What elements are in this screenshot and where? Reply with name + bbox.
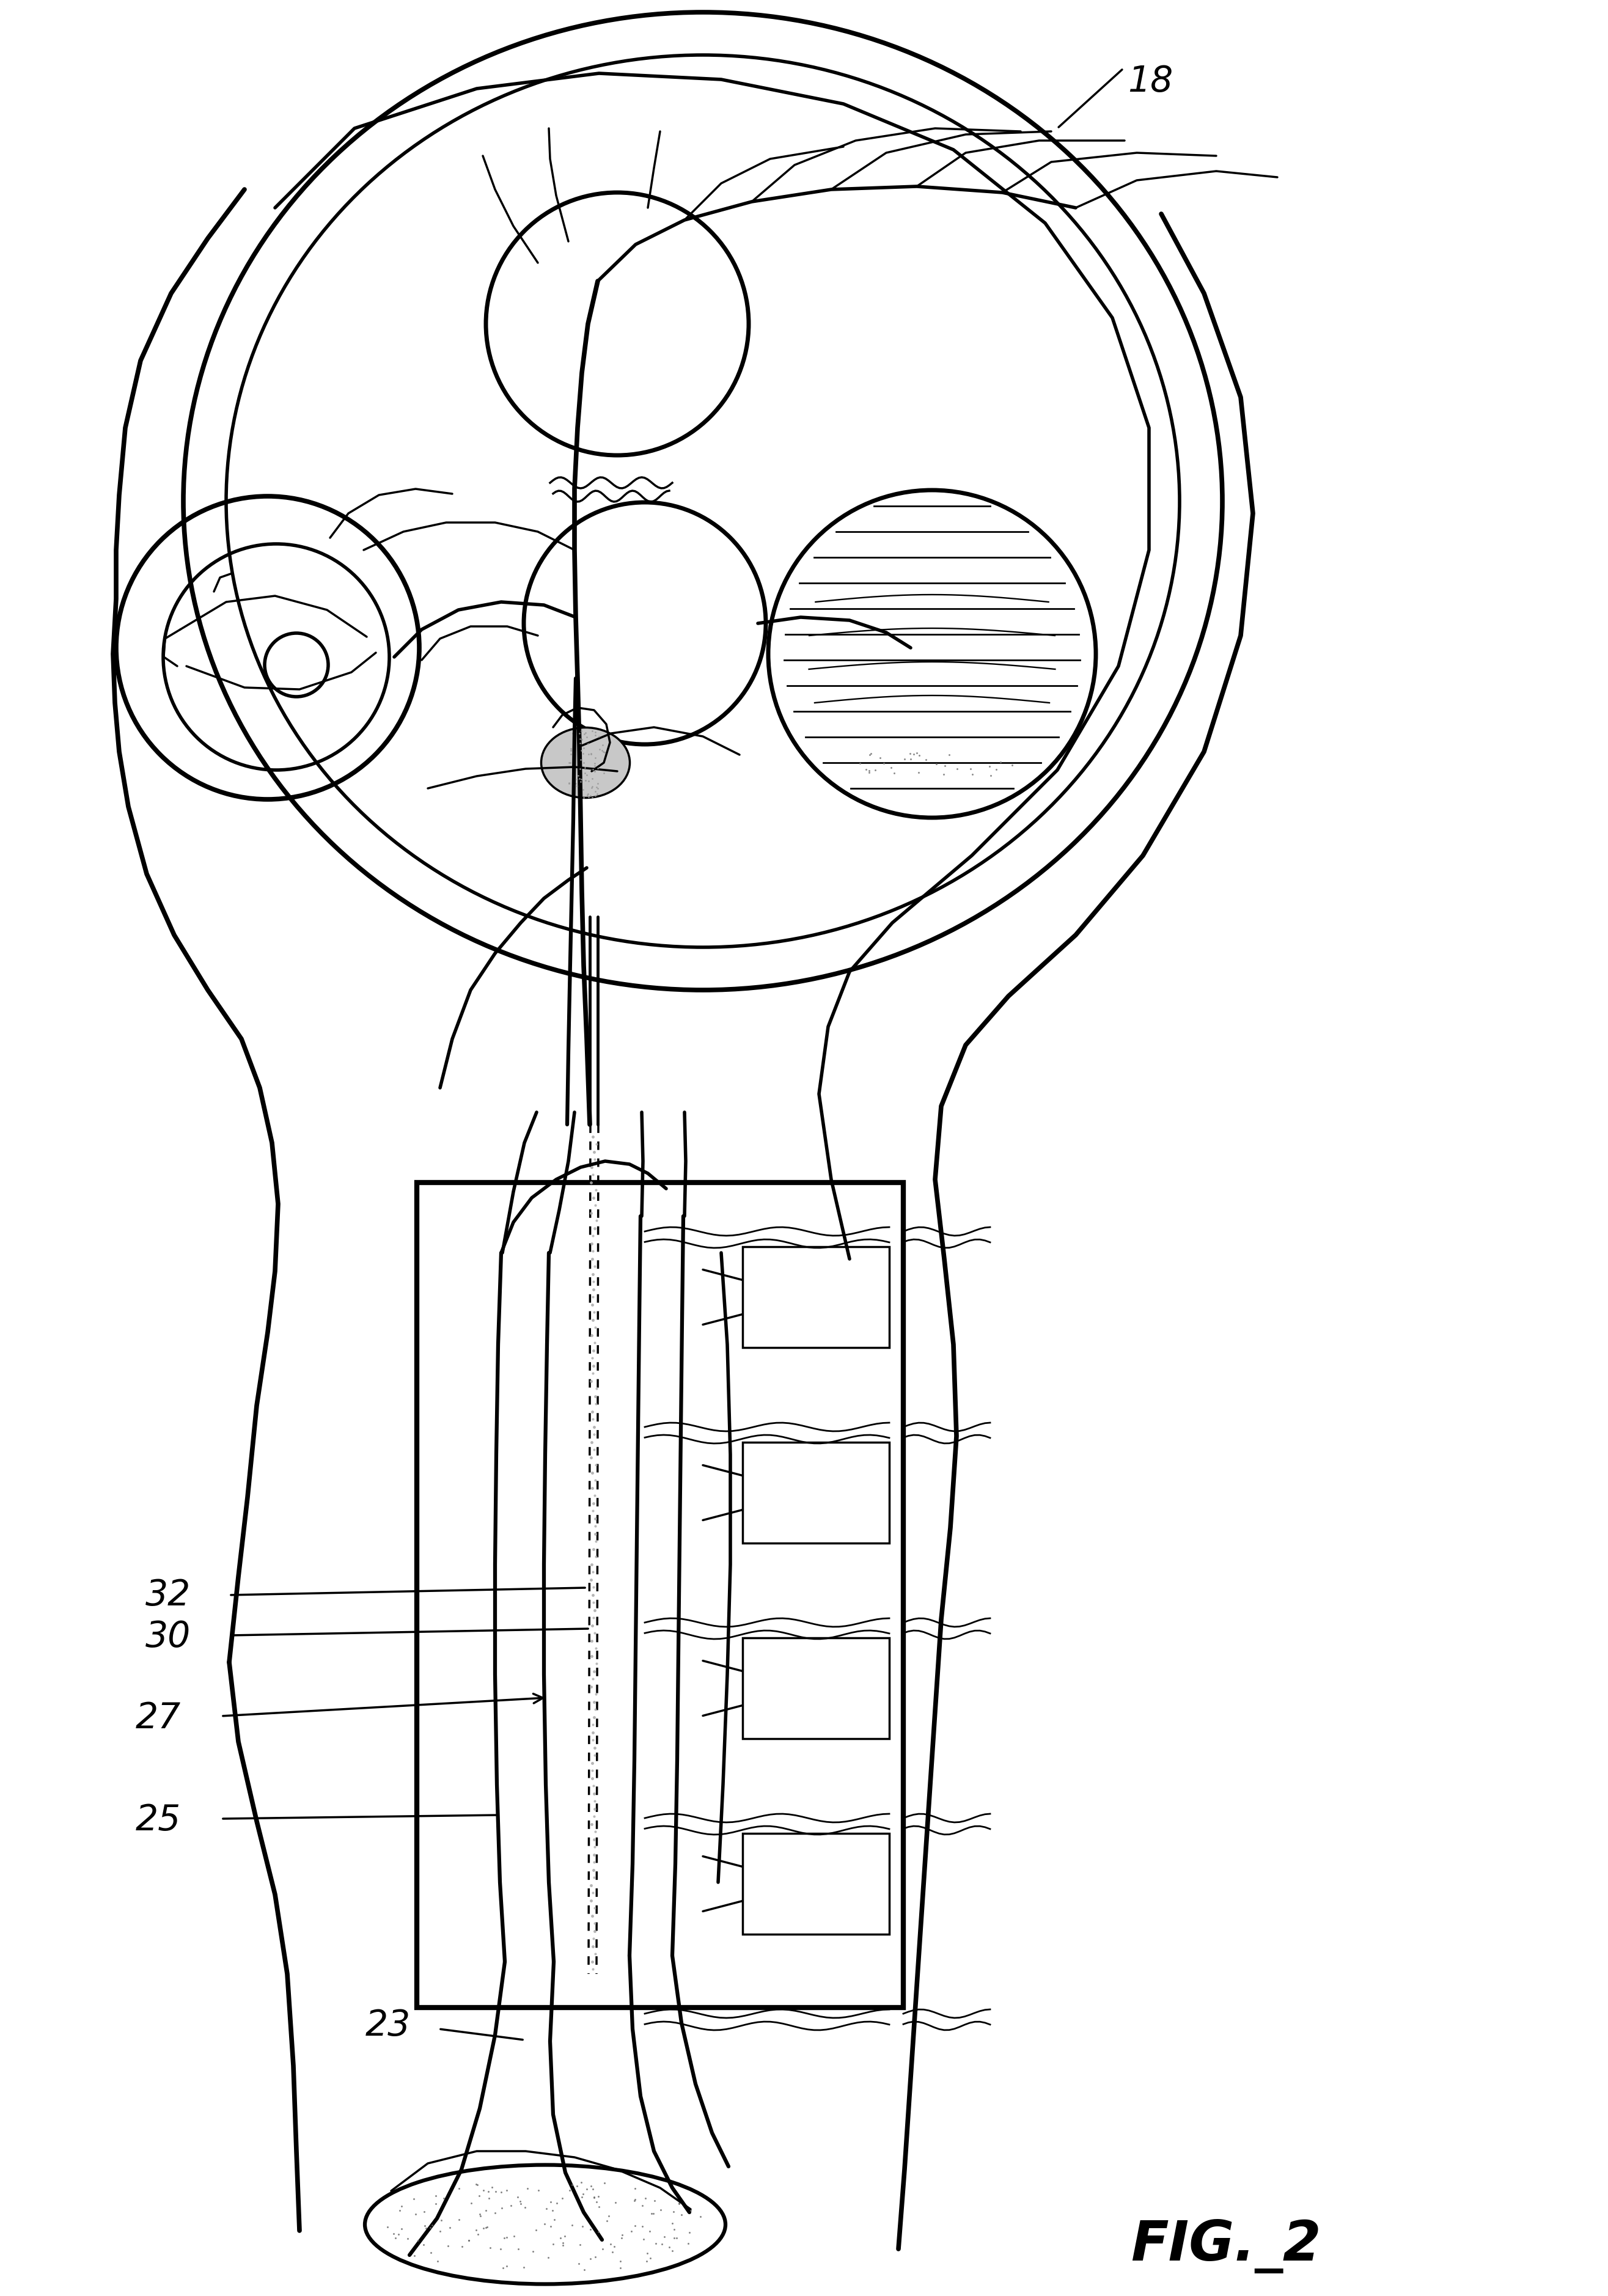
Text: 27: 27 xyxy=(135,1701,182,1736)
Bar xyxy=(416,1182,904,2007)
Text: FIG._2: FIG._2 xyxy=(1130,2218,1322,2273)
Text: 18: 18 xyxy=(1127,64,1172,99)
Bar xyxy=(743,1637,889,1738)
Bar xyxy=(743,1835,889,1933)
Bar xyxy=(743,1442,889,1543)
Text: 25: 25 xyxy=(135,1802,182,1837)
Text: 32: 32 xyxy=(145,1577,191,1612)
Bar xyxy=(743,1247,889,1348)
Text: 23: 23 xyxy=(365,2009,412,2043)
Text: 30: 30 xyxy=(145,1619,191,1653)
Ellipse shape xyxy=(542,728,630,797)
